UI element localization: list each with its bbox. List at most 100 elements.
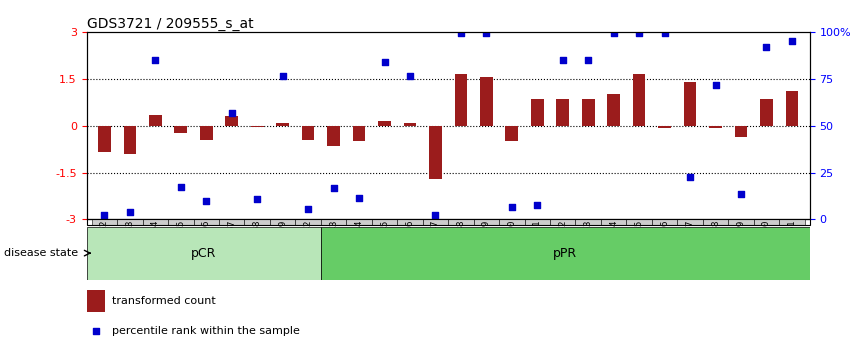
Text: GSM559055: GSM559055 xyxy=(635,220,643,268)
Point xyxy=(505,204,519,210)
Text: GSM559053: GSM559053 xyxy=(584,220,592,268)
Text: GSM559043: GSM559043 xyxy=(329,220,338,268)
Bar xyxy=(174,126,187,133)
Bar xyxy=(683,82,696,126)
Text: pPR: pPR xyxy=(553,247,578,259)
Bar xyxy=(378,121,391,126)
Point xyxy=(581,57,595,63)
Point xyxy=(148,57,162,63)
Text: GSM559042: GSM559042 xyxy=(304,220,313,268)
Point xyxy=(759,45,773,50)
Text: GSM559057: GSM559057 xyxy=(686,220,695,268)
Text: GSM559069: GSM559069 xyxy=(278,220,288,268)
Point xyxy=(378,59,391,64)
Point xyxy=(708,82,722,88)
Text: GSM559054: GSM559054 xyxy=(609,220,618,268)
Bar xyxy=(124,126,136,154)
Bar xyxy=(193,219,219,225)
Point xyxy=(785,39,798,44)
Bar xyxy=(626,219,652,225)
Bar xyxy=(301,126,314,140)
Text: GDS3721 / 209555_s_at: GDS3721 / 209555_s_at xyxy=(87,17,253,31)
Text: GSM559060: GSM559060 xyxy=(762,220,771,268)
Bar xyxy=(225,116,238,126)
Bar xyxy=(709,126,722,128)
Point xyxy=(352,195,366,200)
Text: GSM559059: GSM559059 xyxy=(736,220,746,268)
Bar xyxy=(601,219,626,225)
Point xyxy=(632,30,646,36)
Text: GSM559052: GSM559052 xyxy=(559,220,567,268)
Point xyxy=(88,328,102,334)
Point xyxy=(734,192,748,197)
Point xyxy=(480,30,494,36)
Bar xyxy=(168,219,193,225)
Point xyxy=(275,73,289,79)
Bar xyxy=(658,126,671,128)
Point xyxy=(403,73,417,79)
Text: pCR: pCR xyxy=(191,247,216,259)
Text: GSM559050: GSM559050 xyxy=(507,220,516,268)
Bar xyxy=(219,219,244,225)
Text: GSM559064: GSM559064 xyxy=(151,220,160,268)
Bar xyxy=(633,74,645,126)
Bar xyxy=(550,219,576,225)
Bar xyxy=(531,99,544,126)
Bar xyxy=(404,124,417,126)
Point xyxy=(174,184,188,189)
Bar xyxy=(582,99,595,126)
Bar xyxy=(779,219,805,225)
Bar xyxy=(397,219,423,225)
Text: disease state: disease state xyxy=(4,248,79,258)
Bar xyxy=(785,91,798,126)
Text: percentile rank within the sample: percentile rank within the sample xyxy=(112,326,300,336)
Bar xyxy=(728,219,753,225)
Bar xyxy=(117,219,143,225)
Bar xyxy=(244,219,270,225)
Bar xyxy=(449,219,474,225)
Point xyxy=(530,202,544,208)
Point xyxy=(225,110,239,116)
Point xyxy=(429,212,443,218)
Bar xyxy=(429,126,442,179)
Text: GSM559067: GSM559067 xyxy=(227,220,236,268)
Text: GSM559062: GSM559062 xyxy=(100,220,109,268)
Bar xyxy=(753,219,779,225)
Bar xyxy=(576,219,601,225)
Text: GSM559049: GSM559049 xyxy=(481,220,491,268)
Bar xyxy=(251,126,263,127)
Bar xyxy=(346,219,372,225)
Bar xyxy=(556,99,569,126)
Bar xyxy=(607,95,620,126)
Point xyxy=(657,30,671,36)
Bar xyxy=(149,115,162,126)
Bar xyxy=(295,219,320,225)
Point xyxy=(556,57,570,63)
Bar xyxy=(423,219,449,225)
Bar xyxy=(200,126,213,140)
Text: GSM559058: GSM559058 xyxy=(711,220,720,268)
Text: GSM559048: GSM559048 xyxy=(456,220,465,268)
Bar xyxy=(320,227,810,280)
Bar xyxy=(143,219,168,225)
Point xyxy=(301,206,315,211)
Bar xyxy=(506,126,518,141)
Text: GSM559065: GSM559065 xyxy=(177,220,185,268)
Text: GSM559044: GSM559044 xyxy=(354,220,364,268)
Bar xyxy=(760,99,772,126)
Bar xyxy=(270,219,295,225)
Text: GSM559066: GSM559066 xyxy=(202,220,210,268)
Point xyxy=(454,30,468,36)
Point xyxy=(123,209,137,215)
Bar xyxy=(352,126,365,141)
Bar xyxy=(652,219,677,225)
Bar xyxy=(703,219,728,225)
Point xyxy=(683,175,697,180)
Bar xyxy=(276,122,289,126)
Bar xyxy=(92,219,117,225)
Point xyxy=(326,185,340,191)
Text: transformed count: transformed count xyxy=(112,296,216,306)
Bar xyxy=(372,219,397,225)
Text: GSM559056: GSM559056 xyxy=(660,220,669,268)
Text: GSM559068: GSM559068 xyxy=(253,220,262,268)
